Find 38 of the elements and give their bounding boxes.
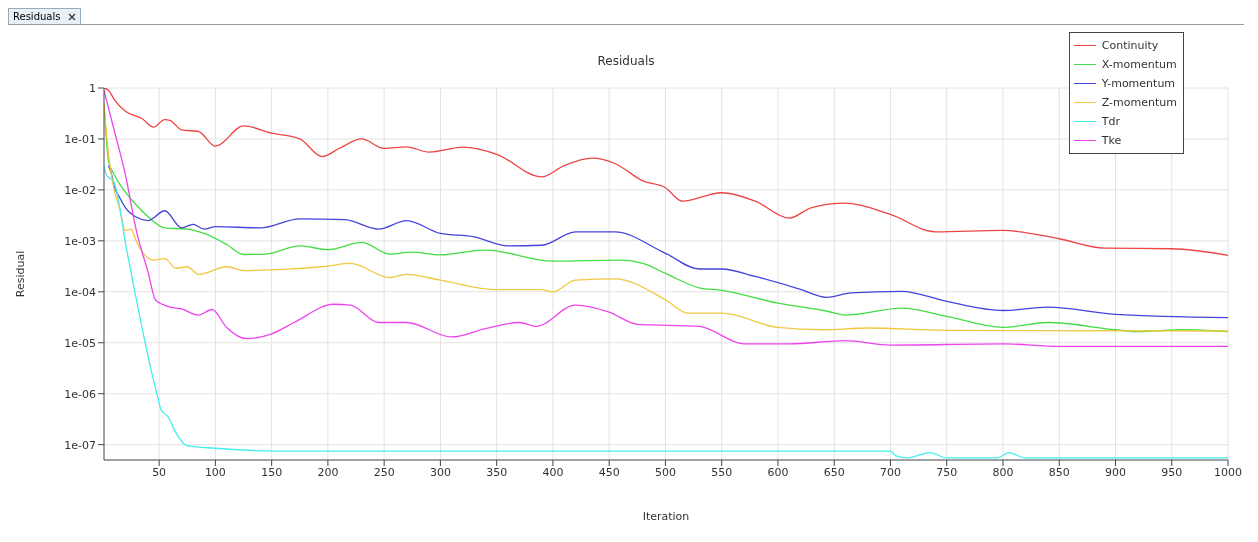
y-tick-label: 1e-07 [64,438,96,452]
x-tick-label: 400 [542,465,564,479]
x-tick-label: 150 [261,465,283,479]
legend-label: Continuity [1101,39,1159,52]
y-tick-label: 1 [89,81,96,95]
line-series [107,164,1228,319]
y-tick-label: 1e-06 [64,387,96,401]
x-tick-label: 600 [767,465,789,479]
y-tick-label: 1e-04 [64,285,96,299]
legend-label: Tke [1101,134,1122,147]
x-tick-label: 250 [373,465,395,479]
legend-label: Y-momentum [1101,77,1176,90]
x-tick-label: 900 [1104,465,1126,479]
y-tick-label: 1e-01 [64,132,96,146]
x-tick-label: 200 [317,465,339,479]
x-tick-label: 300 [429,465,451,479]
chart-title: Residuals [597,54,655,68]
legend-label: Z-momentum [1101,96,1177,109]
x-tick-label: 750 [936,465,958,479]
x-tick-label: 700 [879,465,901,479]
x-tick-label: 950 [1161,465,1183,479]
x-tick-label: 850 [1048,465,1070,479]
x-tick-label: 50 [152,465,167,479]
x-axis-title: Iteration [642,510,690,523]
legend-label: Tdr [1101,115,1121,128]
x-tick-label: 1000 [1214,465,1242,479]
x-tick-label: 800 [992,465,1014,479]
x-tick-label: 500 [654,465,676,479]
legend-label: X-momentum [1101,58,1177,71]
y-axis-title: Residual [13,250,27,298]
y-tick-label: 1e-03 [64,234,96,248]
x-tick-label: 550 [711,465,733,479]
x-tick-label: 650 [823,465,845,479]
x-tick-label: 350 [486,465,508,479]
x-tick-label: 100 [204,465,226,479]
y-tick-label: 1e-05 [64,336,96,350]
x-tick-label: 450 [598,465,620,479]
y-tick-label: 1e-02 [64,183,96,197]
